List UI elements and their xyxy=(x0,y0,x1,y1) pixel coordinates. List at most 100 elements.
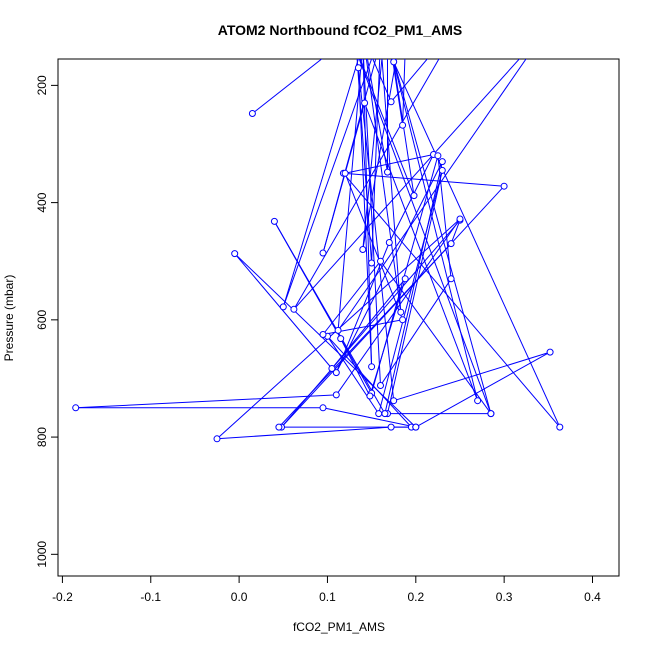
series-line-segment xyxy=(344,154,434,174)
series-line-segment xyxy=(380,278,452,386)
series-line-segment xyxy=(362,59,397,250)
series-line-segment xyxy=(343,172,561,428)
y-tick-label: 1000 xyxy=(35,541,49,568)
y-tick-label: 600 xyxy=(35,310,49,330)
series-line-segment xyxy=(384,161,443,414)
data-point xyxy=(377,257,384,265)
series-line-segment xyxy=(273,221,373,394)
data-point xyxy=(381,410,389,418)
x-axis: -0.2 -0.1 0.0 0.1 0.2 0.3 0.4 xyxy=(52,575,601,604)
data-point xyxy=(386,6,392,12)
series-line-segment xyxy=(322,260,381,335)
data-point xyxy=(361,99,369,107)
data-point xyxy=(213,435,221,443)
data-point xyxy=(341,169,349,177)
series-line-segment xyxy=(234,253,333,369)
data-point xyxy=(377,382,384,389)
series-line-segment xyxy=(234,253,417,428)
data-point xyxy=(351,12,357,18)
data-point xyxy=(387,423,395,431)
series-line-segment xyxy=(337,59,527,331)
chart-title: ATOM2 Northbound fCO2_PM1_AMS xyxy=(218,22,463,38)
series-line-segment xyxy=(357,67,373,367)
data-point xyxy=(500,182,508,190)
data-point xyxy=(382,6,388,12)
series-line-segment xyxy=(357,67,395,401)
series-line-segment xyxy=(75,394,337,409)
series-line-segment xyxy=(390,59,428,103)
data-point xyxy=(447,275,455,283)
series-line-segment xyxy=(392,59,479,401)
plot-frame xyxy=(57,58,620,577)
series-line-segment xyxy=(387,170,443,414)
data-point xyxy=(487,410,495,418)
data-point xyxy=(319,249,327,257)
data-point xyxy=(386,41,392,47)
series-line-segment xyxy=(393,61,415,196)
series-line-segment xyxy=(371,59,381,264)
series-line-segment xyxy=(281,185,505,428)
x-tick-label: 0.0 xyxy=(231,590,248,604)
data-point xyxy=(399,121,407,129)
series-line-segment xyxy=(322,102,366,254)
series-line-segment xyxy=(402,59,406,126)
data-point xyxy=(546,348,554,356)
data-point xyxy=(385,0,391,6)
data-point xyxy=(231,250,239,258)
series-line-segment xyxy=(356,59,373,264)
data-point xyxy=(397,308,405,316)
data-point xyxy=(328,365,336,372)
series-line-segment xyxy=(415,351,551,428)
series-line-segment xyxy=(216,426,392,440)
data-point xyxy=(399,316,407,324)
data-point xyxy=(385,239,393,246)
series-line-segment xyxy=(362,59,373,367)
series-line-segment xyxy=(293,59,520,310)
data-point xyxy=(359,246,367,253)
data-point xyxy=(474,397,482,405)
data-point xyxy=(404,0,410,1)
series-line-segment xyxy=(344,173,404,320)
data-point xyxy=(366,392,374,400)
data-point xyxy=(319,404,327,412)
data-point xyxy=(72,404,80,412)
series-line-segment xyxy=(391,59,404,126)
data-point xyxy=(248,110,256,117)
x-tick-label: -0.2 xyxy=(52,590,73,604)
series-line-segment xyxy=(358,59,492,414)
series-line-segment xyxy=(335,161,443,373)
data-point xyxy=(334,326,342,334)
series-line-segment xyxy=(282,59,359,308)
series-line-segment xyxy=(278,243,452,428)
series-line-segment xyxy=(340,338,371,397)
data-point xyxy=(461,12,467,18)
plot-area xyxy=(72,0,564,443)
series-line-segment xyxy=(359,59,415,196)
data-point xyxy=(390,397,398,405)
series-line-segment xyxy=(327,336,380,414)
data-point xyxy=(332,391,340,399)
series-line-segment xyxy=(365,59,402,313)
series-line-segment xyxy=(331,278,406,369)
data-point xyxy=(279,303,287,311)
data-point xyxy=(332,369,340,377)
y-tick-label: 400 xyxy=(35,192,49,212)
data-point xyxy=(438,166,446,174)
series-line-segment xyxy=(380,260,492,414)
data-point xyxy=(360,41,366,47)
x-tick-label: -0.1 xyxy=(140,590,161,604)
data-point xyxy=(387,98,395,106)
data-point xyxy=(354,64,362,72)
x-tick-label: 0.4 xyxy=(584,590,601,604)
series-line-segment xyxy=(392,59,492,414)
data-point xyxy=(438,158,446,166)
data-point xyxy=(434,152,442,160)
series-line-segment xyxy=(322,407,416,428)
y-axis: 200 400 600 800 1000 xyxy=(35,75,59,568)
data-point xyxy=(337,335,345,343)
data-point xyxy=(270,217,278,225)
data-point xyxy=(556,423,564,431)
data-point xyxy=(412,423,420,431)
series-line-segment xyxy=(372,59,392,102)
x-axis-label: fCO2_PM1_AMS xyxy=(293,620,385,634)
